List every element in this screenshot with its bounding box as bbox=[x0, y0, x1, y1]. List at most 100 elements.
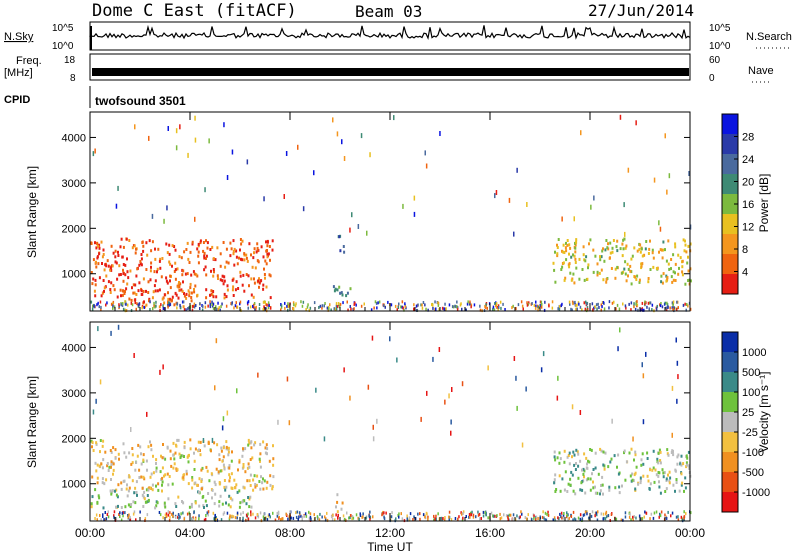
echo-cell bbox=[451, 387, 453, 392]
echo-cell bbox=[321, 306, 323, 310]
echo-cell bbox=[223, 467, 226, 471]
echo-cell bbox=[585, 478, 588, 482]
echo-cell bbox=[129, 515, 131, 519]
echo-cell bbox=[190, 273, 193, 277]
echo-cell bbox=[202, 495, 205, 498]
echo-cell bbox=[540, 300, 543, 304]
echo-cell bbox=[288, 304, 291, 308]
echo-cell bbox=[109, 268, 112, 272]
echo-cell bbox=[127, 489, 130, 493]
echo-cell bbox=[539, 300, 542, 304]
echo-cell bbox=[309, 306, 312, 310]
echo-cell bbox=[535, 518, 537, 522]
echo-cell bbox=[610, 513, 613, 516]
echo-cell bbox=[629, 264, 632, 268]
echo-cell bbox=[111, 264, 114, 268]
echo-cell bbox=[635, 120, 637, 126]
echo-cell bbox=[117, 504, 119, 508]
echo-cell bbox=[599, 489, 602, 493]
echo-cell bbox=[136, 493, 138, 497]
echo-cell bbox=[649, 268, 652, 271]
echo-cell bbox=[227, 261, 230, 265]
echo-cell bbox=[468, 513, 471, 516]
echo-cell bbox=[582, 467, 585, 471]
echo-cell bbox=[265, 249, 268, 253]
echo-cell bbox=[572, 302, 574, 306]
echo-cell bbox=[605, 277, 608, 281]
echo-cell bbox=[167, 497, 170, 501]
echo-cell bbox=[277, 512, 280, 516]
echo-cell bbox=[326, 511, 328, 515]
echo-cell bbox=[444, 302, 446, 306]
echo-cell bbox=[645, 351, 647, 357]
echo-cell bbox=[600, 449, 603, 453]
echo-cell bbox=[198, 448, 200, 452]
echo-cell bbox=[677, 374, 679, 380]
echo-cell bbox=[560, 511, 563, 515]
echo-cell bbox=[211, 293, 214, 297]
echo-cell bbox=[645, 240, 648, 243]
nsky-line bbox=[89, 24, 691, 40]
echo-cell bbox=[212, 274, 215, 278]
echo-cell bbox=[330, 308, 332, 312]
echo-cell bbox=[621, 242, 624, 246]
echo-cell bbox=[413, 211, 416, 217]
echo-cell bbox=[336, 510, 339, 514]
freq-unit-label: [MHz] bbox=[4, 67, 33, 79]
echo-cell bbox=[435, 514, 437, 518]
echo-cell bbox=[427, 515, 429, 519]
echo-cell bbox=[107, 264, 110, 268]
beam-title: Beam 03 bbox=[355, 2, 422, 21]
echo-cell bbox=[152, 307, 154, 311]
echo-cell bbox=[214, 385, 216, 391]
echo-cell bbox=[369, 517, 371, 521]
echo-cell bbox=[152, 471, 155, 475]
echo-cell bbox=[100, 462, 103, 466]
echo-cell bbox=[103, 482, 106, 486]
colorbar-frame bbox=[721, 331, 739, 513]
echo-cell bbox=[608, 300, 611, 304]
echo-cell bbox=[151, 483, 154, 487]
echo-cell bbox=[645, 511, 648, 515]
echo-cell bbox=[624, 246, 627, 250]
echo-cell bbox=[169, 286, 172, 290]
echo-cell bbox=[297, 518, 299, 521]
echo-cell bbox=[507, 515, 509, 519]
echo-cell bbox=[118, 264, 121, 268]
echo-cell bbox=[554, 458, 557, 462]
echo-cell bbox=[568, 265, 571, 269]
echo-cell bbox=[587, 477, 590, 481]
echo-cell bbox=[117, 324, 120, 330]
echo-cell bbox=[266, 480, 269, 484]
echo-cell bbox=[402, 203, 404, 209]
colorbar-segment bbox=[722, 492, 738, 513]
echo-cell bbox=[144, 500, 147, 504]
echo-cell bbox=[502, 302, 504, 306]
echo-cell bbox=[254, 307, 257, 311]
echo-cell bbox=[127, 276, 130, 280]
echo-cell bbox=[680, 454, 683, 458]
echo-cell bbox=[207, 510, 210, 514]
echo-cell bbox=[149, 440, 151, 444]
echo-cell bbox=[239, 248, 241, 252]
echo-cell bbox=[266, 252, 269, 256]
echo-cell bbox=[191, 478, 194, 482]
echo-cell bbox=[179, 456, 182, 459]
echo-cell bbox=[575, 240, 578, 244]
echo-cell bbox=[218, 453, 221, 457]
echo-cell bbox=[294, 304, 297, 308]
echo-cell bbox=[349, 395, 351, 401]
echo-cell bbox=[141, 306, 143, 310]
echo-cell bbox=[465, 308, 467, 312]
x-tick-label: 12:00 bbox=[375, 526, 405, 540]
echo-cell bbox=[232, 252, 235, 256]
echo-cell bbox=[351, 212, 353, 218]
echo-cell bbox=[542, 351, 545, 357]
echo-cell bbox=[350, 307, 352, 311]
echo-cell bbox=[140, 452, 142, 456]
echo-cell bbox=[306, 305, 309, 309]
echo-cell bbox=[652, 449, 655, 453]
echo-cell bbox=[178, 285, 181, 289]
echo-cell bbox=[516, 405, 518, 411]
echo-cell bbox=[335, 304, 338, 308]
